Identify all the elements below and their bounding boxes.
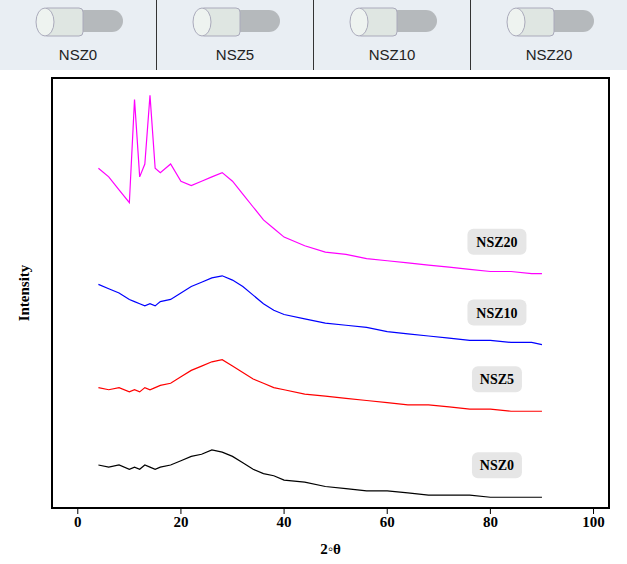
html-text:NSZ20: NSZ20 [525, 46, 573, 63]
html-text:NSZ5: NSZ5 [215, 46, 255, 63]
svg-text:Intensity: Intensity [16, 264, 32, 321]
svg-text:80: 80 [483, 514, 498, 530]
svg-text:NSZ5: NSZ5 [480, 372, 514, 387]
svg-text:0: 0 [74, 514, 82, 530]
svg-text:40: 40 [277, 514, 292, 530]
svg-text:NSZ20: NSZ20 [476, 235, 517, 250]
svg-text:20: 20 [173, 514, 188, 530]
svg-text:NSZ10: NSZ10 [476, 306, 517, 321]
svg-text:100: 100 [582, 514, 605, 530]
svg-text:NSZ0: NSZ0 [480, 458, 514, 473]
html-text:NSZ10: NSZ10 [368, 46, 416, 63]
svg-text:60: 60 [380, 514, 395, 530]
html-text:NSZ0: NSZ0 [58, 46, 98, 63]
svg-text:2◦θ: 2◦θ [320, 541, 341, 557]
